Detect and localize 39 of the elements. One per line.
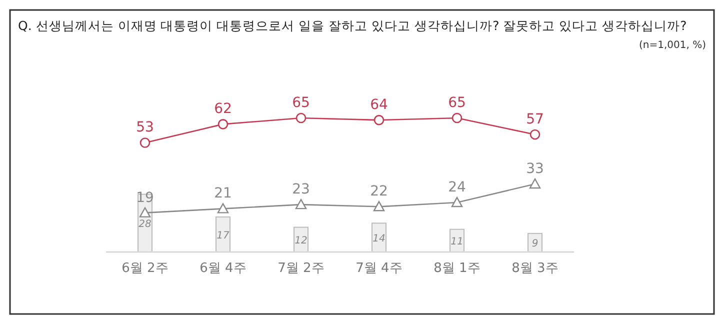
data-label: 21 bbox=[214, 186, 232, 202]
x-tick-label: 8월 1주 bbox=[434, 261, 480, 276]
x-tick-label: 7월 2주 bbox=[278, 261, 324, 276]
data-label: 57 bbox=[526, 111, 544, 128]
point bbox=[296, 112, 306, 124]
data-label: 23 bbox=[292, 182, 310, 198]
point bbox=[140, 138, 150, 148]
data-label: 28 bbox=[138, 219, 152, 230]
point bbox=[451, 196, 463, 208]
point bbox=[218, 119, 228, 130]
x-tick-label: 8월 3주 bbox=[512, 261, 558, 276]
data-label: 65 bbox=[292, 95, 310, 111]
x-tick-label: 7월 4주 bbox=[356, 261, 402, 276]
data-label: 53 bbox=[136, 120, 154, 136]
point bbox=[217, 203, 229, 214]
point bbox=[295, 198, 307, 210]
data-label: 17 bbox=[216, 230, 230, 242]
data-label: 14 bbox=[372, 234, 386, 245]
x-tick-label: 6월 4주 bbox=[200, 261, 246, 276]
data-label: 22 bbox=[370, 184, 388, 200]
data-label: 65 bbox=[448, 95, 466, 111]
data-label: 19 bbox=[136, 190, 154, 206]
data-label: 33 bbox=[526, 160, 544, 177]
bar bbox=[216, 216, 230, 252]
chart-title: Q. 선생님께서는 이재명 대통령이 대통령으로서 일을 잘하고 있다고 생각하십니까? 잘못하고 있다고 생각하십니까? bbox=[18, 18, 687, 33]
data-label: 12 bbox=[294, 236, 308, 247]
point bbox=[373, 201, 385, 212]
point bbox=[374, 114, 384, 126]
data-label: 11 bbox=[450, 236, 464, 248]
data-label: 64 bbox=[370, 97, 388, 114]
data-label: 9 bbox=[532, 238, 538, 250]
x-tick-label: 6월 2주 bbox=[122, 261, 168, 276]
data-label: 24 bbox=[448, 180, 466, 196]
text: (n=1,001, %) bbox=[638, 40, 706, 51]
point bbox=[452, 112, 462, 124]
point bbox=[530, 129, 540, 140]
point bbox=[529, 178, 541, 189]
point bbox=[139, 207, 151, 218]
data-label: 62 bbox=[214, 101, 232, 118]
